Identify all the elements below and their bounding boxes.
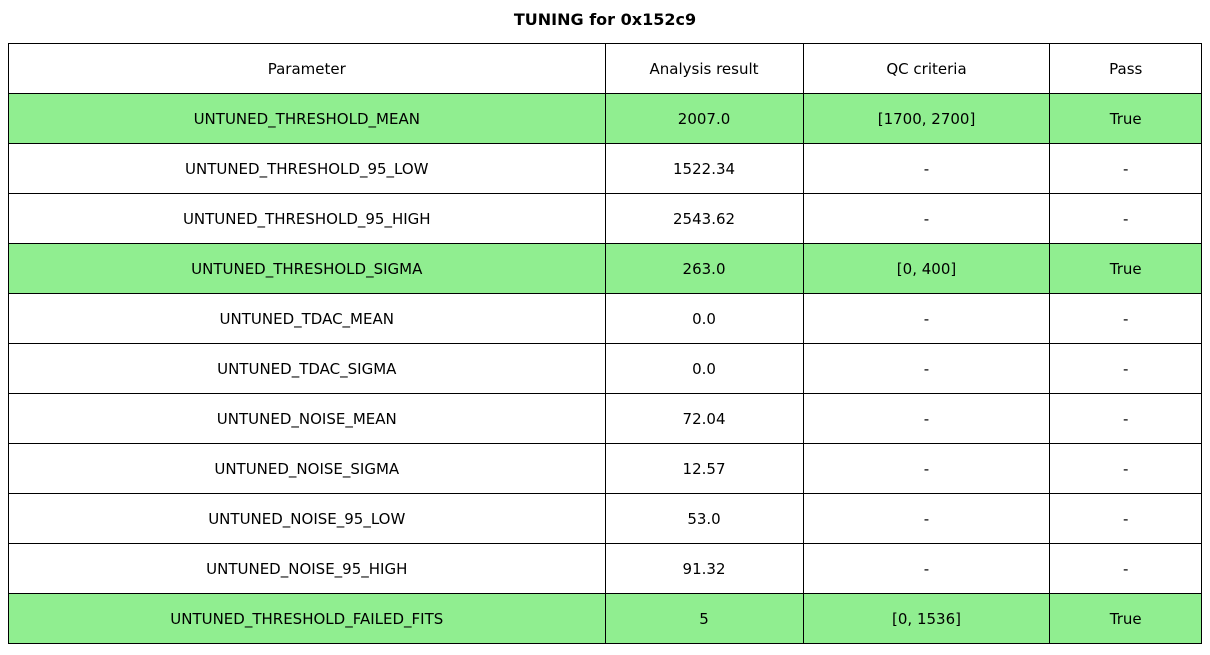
result-cell: 12.57: [604, 443, 804, 494]
qc-table: Parameter Analysis result QC criteria Pa…: [8, 43, 1202, 644]
result-cell: 91.32: [604, 543, 804, 594]
param-cell: UNTUNED_NOISE_MEAN: [8, 393, 606, 444]
pass-cell: True: [1049, 593, 1202, 644]
table-row: UNTUNED_NOISE_95_HIGH 91.32 - -: [8, 543, 1202, 594]
header-row: Parameter Analysis result QC criteria Pa…: [8, 43, 1202, 94]
qc-cell: [0, 1536]: [802, 593, 1051, 644]
col-header-parameter: Parameter: [8, 43, 606, 94]
pass-cell: -: [1049, 443, 1202, 494]
pass-cell: -: [1049, 343, 1202, 394]
pass-cell: True: [1049, 243, 1202, 294]
qc-cell: -: [802, 193, 1051, 244]
result-cell: 0.0: [604, 293, 804, 344]
result-cell: 2007.0: [604, 93, 804, 144]
table-row: UNTUNED_THRESHOLD_SIGMA 263.0 [0, 400] T…: [8, 243, 1202, 294]
pass-cell: -: [1049, 193, 1202, 244]
pass-cell: -: [1049, 543, 1202, 594]
pass-cell: -: [1049, 393, 1202, 444]
col-header-pass: Pass: [1049, 43, 1202, 94]
table-row: UNTUNED_NOISE_SIGMA 12.57 - -: [8, 443, 1202, 494]
pass-cell: True: [1049, 93, 1202, 144]
table-row: UNTUNED_THRESHOLD_95_HIGH 2543.62 - -: [8, 193, 1202, 244]
result-cell: 0.0: [604, 343, 804, 394]
qc-cell: -: [802, 393, 1051, 444]
qc-cell: -: [802, 343, 1051, 394]
col-header-analysis-result: Analysis result: [604, 43, 804, 94]
qc-cell: -: [802, 543, 1051, 594]
pass-cell: -: [1049, 143, 1202, 194]
table-row: UNTUNED_THRESHOLD_95_LOW 1522.34 - -: [8, 143, 1202, 194]
param-cell: UNTUNED_THRESHOLD_SIGMA: [8, 243, 606, 294]
param-cell: UNTUNED_TDAC_SIGMA: [8, 343, 606, 394]
page-title: TUNING for 0x152c9: [513, 10, 697, 29]
qc-cell: -: [802, 143, 1051, 194]
col-header-qc-criteria: QC criteria: [802, 43, 1051, 94]
param-cell: UNTUNED_THRESHOLD_95_HIGH: [8, 193, 606, 244]
param-cell: UNTUNED_THRESHOLD_FAILED_FITS: [8, 593, 606, 644]
qc-cell: -: [802, 443, 1051, 494]
result-cell: 72.04: [604, 393, 804, 444]
result-cell: 5: [604, 593, 804, 644]
table-row: UNTUNED_NOISE_95_LOW 53.0 - -: [8, 493, 1202, 544]
table-row: UNTUNED_NOISE_MEAN 72.04 - -: [8, 393, 1202, 444]
pass-cell: -: [1049, 493, 1202, 544]
result-cell: 263.0: [604, 243, 804, 294]
param-cell: UNTUNED_NOISE_95_LOW: [8, 493, 606, 544]
qc-cell: -: [802, 493, 1051, 544]
param-cell: UNTUNED_TDAC_MEAN: [8, 293, 606, 344]
qc-cell: [1700, 2700]: [802, 93, 1051, 144]
param-cell: UNTUNED_NOISE_95_HIGH: [8, 543, 606, 594]
result-cell: 2543.62: [604, 193, 804, 244]
qc-cell: -: [802, 293, 1051, 344]
result-cell: 53.0: [604, 493, 804, 544]
qc-cell: [0, 400]: [802, 243, 1051, 294]
param-cell: UNTUNED_THRESHOLD_MEAN: [8, 93, 606, 144]
param-cell: UNTUNED_NOISE_SIGMA: [8, 443, 606, 494]
table-row: UNTUNED_TDAC_MEAN 0.0 - -: [8, 293, 1202, 344]
table-row: UNTUNED_THRESHOLD_FAILED_FITS 5 [0, 1536…: [8, 593, 1202, 644]
table-row: UNTUNED_THRESHOLD_MEAN 2007.0 [1700, 270…: [8, 93, 1202, 144]
result-cell: 1522.34: [604, 143, 804, 194]
param-cell: UNTUNED_THRESHOLD_95_LOW: [8, 143, 606, 194]
pass-cell: -: [1049, 293, 1202, 344]
table-row: UNTUNED_TDAC_SIGMA 0.0 - -: [8, 343, 1202, 394]
